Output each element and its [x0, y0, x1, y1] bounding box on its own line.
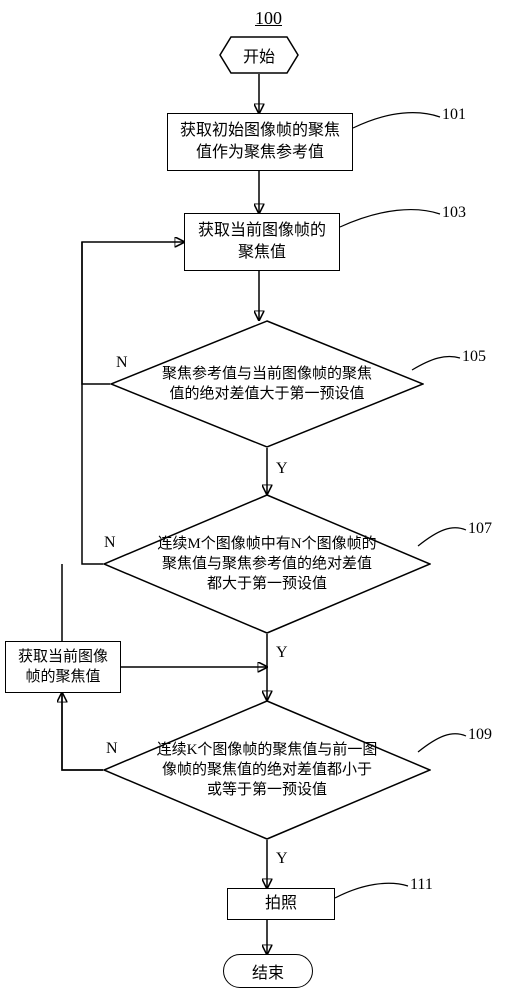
callout-103: 103: [442, 204, 466, 222]
callout-107: 107: [468, 520, 492, 538]
decision-107: 连续M个图像帧中有N个图像帧的 聚焦值与聚焦参考值的绝对差值 都大于第一预设值: [103, 494, 431, 634]
end-node: 结束: [223, 954, 313, 988]
callout-101: 101: [442, 106, 466, 124]
label-n-109: N: [106, 740, 118, 758]
step-101-label: 获取初始图像帧的聚焦 值作为聚焦参考值: [180, 120, 340, 163]
flowchart-canvas: 100 开始 获取初始图像帧的聚焦 值作为聚焦参考值 获取当前图像帧的 聚焦值 …: [0, 0, 523, 1000]
label-y-109: Y: [276, 850, 288, 868]
figure-number: 100: [255, 8, 282, 29]
decision-109: 连续K个图像帧的聚焦值与前一图 像帧的聚焦值的绝对差值都小于 或等于第一预设值: [103, 700, 431, 840]
label-y-105: Y: [276, 460, 288, 478]
decision-105: 聚焦参考值与当前图像帧的聚焦 值的绝对差值大于第一预设值: [110, 320, 424, 448]
end-label: 结束: [252, 959, 284, 983]
start-node: 开始: [219, 36, 299, 74]
label-n-105: N: [116, 354, 128, 372]
decision-105-label: 聚焦参考值与当前图像帧的聚焦 值的绝对差值大于第一预设值: [156, 364, 378, 405]
callout-109: 109: [468, 726, 492, 744]
decision-109-label: 连续K个图像帧的聚焦值与前一图 像帧的聚焦值的绝对差值都小于 或等于第一预设值: [151, 740, 384, 801]
start-label: 开始: [243, 43, 275, 67]
callout-105: 105: [462, 348, 486, 366]
step-111-label: 拍照: [265, 893, 297, 915]
callout-111: 111: [410, 876, 433, 894]
side-note: 获取当前图像 帧的聚焦值: [5, 641, 121, 693]
step-101: 获取初始图像帧的聚焦 值作为聚焦参考值: [167, 113, 353, 171]
label-n-107: N: [104, 534, 116, 552]
step-103: 获取当前图像帧的 聚焦值: [184, 213, 340, 271]
label-y-107: Y: [276, 644, 288, 662]
side-note-label: 获取当前图像 帧的聚焦值: [18, 647, 108, 688]
decision-107-label: 连续M个图像帧中有N个图像帧的 聚焦值与聚焦参考值的绝对差值 都大于第一预设值: [151, 534, 382, 595]
step-103-label: 获取当前图像帧的 聚焦值: [198, 220, 326, 263]
step-111: 拍照: [227, 888, 335, 920]
